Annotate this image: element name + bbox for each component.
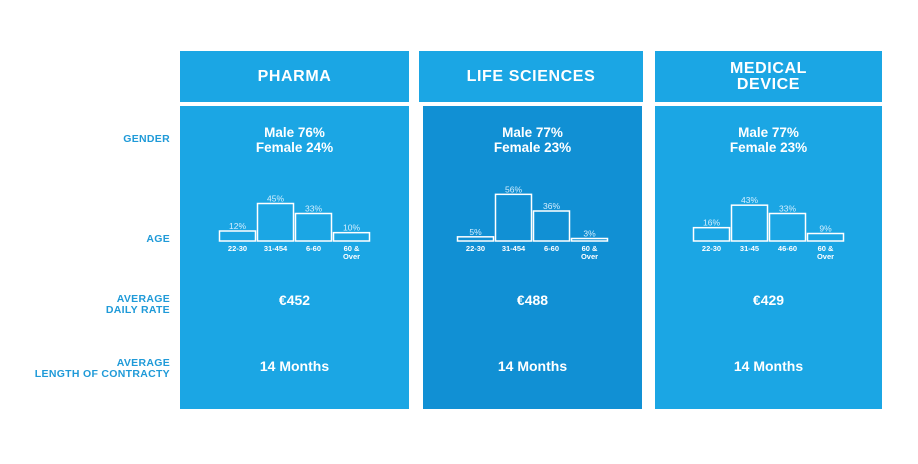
age-category-label: 22-30 xyxy=(702,244,721,253)
row-label-age: AGE xyxy=(146,234,170,245)
age-category-label: 31-454 xyxy=(502,244,526,253)
age-category-label: 31-45 xyxy=(740,244,759,253)
age-category-label: 60 & xyxy=(344,244,360,253)
male-percentage: Male 76% xyxy=(264,125,325,140)
average-contract-length: 14 Months xyxy=(497,358,568,374)
age-bar-value-label: 36% xyxy=(543,201,560,211)
row-label-rate: AVERAGE DAILY RATE xyxy=(106,294,170,316)
age-bar-value-label: 9% xyxy=(819,224,832,234)
column-header-life-sciences: LIFE SCIENCES xyxy=(419,51,643,102)
gender-stats: Male 77% Female 23% xyxy=(655,125,882,155)
age-category-label: 60 & xyxy=(582,244,598,253)
column-body-life-sciences: Male 77% Female 23% 5% 22-30 56% 31-454 36% 6… xyxy=(423,106,642,409)
age-category-label: 46-60 xyxy=(778,244,797,253)
age-bar xyxy=(532,210,571,242)
column-body-medical-device: Male 77% Female 23% 16% 22-30 43% 31-45 33% 4… xyxy=(655,106,882,409)
age-bar xyxy=(332,231,371,242)
age-bar xyxy=(692,226,731,242)
age-bar-value-label: 16% xyxy=(703,218,720,228)
age-bar-value-label: 33% xyxy=(779,204,796,214)
row-label-gender: GENDER xyxy=(123,134,170,145)
age-category-label: Over xyxy=(581,252,598,261)
age-category-label: 6-60 xyxy=(306,244,321,253)
column-title-line: LIFE SCIENCES xyxy=(466,67,596,85)
female-percentage: Female 24% xyxy=(255,140,334,155)
age-bar xyxy=(570,237,609,242)
age-bar-chart: 5% 22-30 56% 31-454 36% 6-60 3% 60 &Over xyxy=(456,184,609,261)
age-bar xyxy=(806,232,845,242)
age-bar xyxy=(256,202,295,242)
age-category-label: 22-30 xyxy=(466,244,485,253)
age-bar-value-label: 56% xyxy=(505,184,522,194)
age-bar xyxy=(730,204,769,242)
column-title-line: PHARMA xyxy=(257,67,332,85)
age-bar xyxy=(294,212,333,242)
gender-stats: Male 77% Female 23% xyxy=(423,125,642,155)
male-percentage: Male 77% xyxy=(738,125,799,140)
row-label-gender-text: GENDER xyxy=(123,133,170,145)
gender-stats: Male 76% Female 24% xyxy=(180,125,409,155)
age-bar-value-label: 3% xyxy=(583,229,596,239)
male-percentage: Male 77% xyxy=(502,125,563,140)
average-daily-rate: €488 xyxy=(516,292,549,308)
age-bar-value-label: 12% xyxy=(229,221,246,231)
average-contract-length: 14 Months xyxy=(259,358,330,374)
column-title-line: DEVICE xyxy=(736,75,801,93)
age-bar xyxy=(218,230,257,242)
female-percentage: Female 23% xyxy=(729,140,808,155)
age-category-label: 31-454 xyxy=(264,244,288,253)
age-category-label: Over xyxy=(343,252,360,261)
row-label-length: AVERAGE LENGTH OF CONTRACTY xyxy=(35,358,170,380)
age-bar-value-label: 5% xyxy=(469,227,482,237)
column-header-medical-device: MEDICAL DEVICE xyxy=(655,51,882,102)
female-percentage: Female 23% xyxy=(493,140,572,155)
average-contract-length: 14 Months xyxy=(733,358,804,374)
age-bar-value-label: 43% xyxy=(741,195,758,205)
age-bar-value-label: 33% xyxy=(305,204,322,214)
age-bar-value-label: 45% xyxy=(267,194,284,204)
age-bar xyxy=(494,193,533,242)
age-bar-chart: 12% 22-30 45% 31-454 33% 6-60 10% 60 &Over xyxy=(218,194,371,261)
age-bar xyxy=(768,212,807,242)
age-category-label: 22-30 xyxy=(228,244,247,253)
age-bar-value-label: 10% xyxy=(343,223,360,233)
age-category-label: 60 & xyxy=(818,244,834,253)
column-header-pharma: PHARMA xyxy=(180,51,409,102)
column-title-line: MEDICAL xyxy=(729,59,808,77)
average-daily-rate: €429 xyxy=(752,292,785,308)
age-bar xyxy=(456,236,495,242)
row-label-rate-line1: AVERAGE xyxy=(116,293,170,305)
row-label-length-line2: LENGTH OF CONTRACTY xyxy=(34,368,170,380)
row-label-age-text: AGE xyxy=(146,233,170,245)
age-category-label: Over xyxy=(817,252,834,261)
row-label-length-line1: AVERAGE xyxy=(116,357,170,369)
age-bar-chart: 16% 22-30 43% 31-45 33% 46-60 9% 60 &Over xyxy=(692,195,845,261)
column-body-pharma: Male 76% Female 24% 12% 22-30 45% 31-454 33%… xyxy=(180,106,409,409)
age-category-label: 6-60 xyxy=(544,244,559,253)
row-label-rate-line2: DAILY RATE xyxy=(105,304,170,316)
average-daily-rate: €452 xyxy=(278,292,311,308)
